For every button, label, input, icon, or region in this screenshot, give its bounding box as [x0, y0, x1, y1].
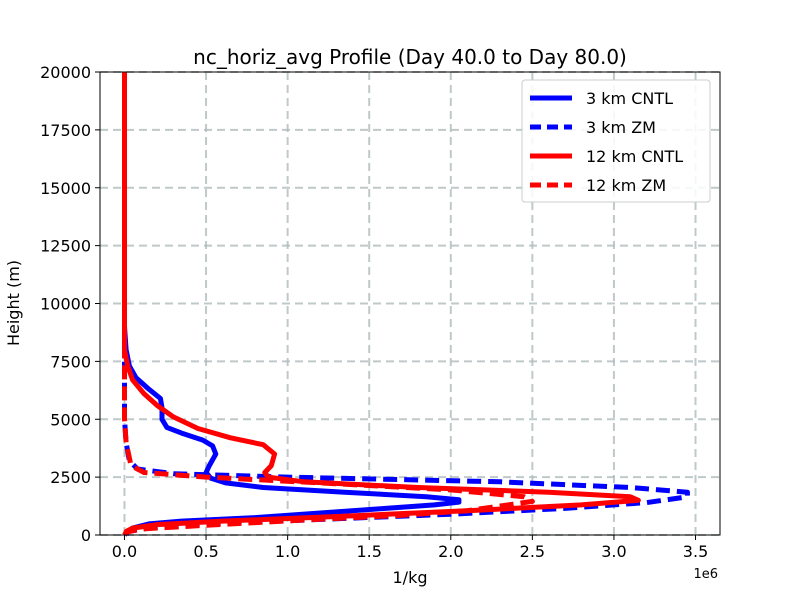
y-axis-label: Height (m) — [4, 260, 23, 346]
x-tick-label: 1.0 — [275, 542, 300, 561]
legend-box — [521, 79, 711, 203]
legend-entry: 12 km CNTL — [586, 147, 683, 166]
y-tick-label: 12500 — [40, 237, 91, 256]
y-tick-label: 0 — [81, 526, 91, 545]
x-tick-label: 2.0 — [438, 542, 463, 561]
y-tick-label: 2500 — [50, 468, 91, 487]
series-layer — [122, 72, 690, 537]
y-tick-label: 10000 — [40, 295, 91, 314]
legend: 3 km CNTL 3 km ZM 12 km CNTL 12 km ZM — [521, 79, 711, 203]
x-axis-ticks: 0.0 0.5 1.0 1.5 2.0 2.5 3.0 3.5 — [112, 535, 708, 561]
y-tick-label: 5000 — [50, 410, 91, 429]
y-axis-ticks: 0 2500 5000 7500 10000 12500 15000 17500 20000 — [40, 63, 100, 545]
chart-title: nc_horiz_avg Profile (Day 40.0 to Day 80… — [193, 45, 627, 69]
y-tick-label: 17500 — [40, 121, 91, 140]
x-tick-label: 0.0 — [112, 542, 137, 561]
x-tick-label: 1.5 — [356, 542, 381, 561]
x-tick-label: 0.5 — [193, 542, 218, 561]
legend-entry: 3 km CNTL — [586, 89, 673, 108]
y-tick-label: 7500 — [50, 352, 91, 371]
series-line-3-km-cntl — [122, 72, 462, 537]
y-tick-label: 20000 — [40, 63, 91, 82]
x-tick-label: 3.5 — [683, 542, 708, 561]
y-tick-label: 15000 — [40, 179, 91, 198]
legend-entry: 3 km ZM — [586, 118, 656, 137]
series-line-12-km-cntl — [122, 72, 641, 535]
x-tick-label: 2.5 — [520, 542, 545, 561]
x-tick-label: 3.0 — [601, 542, 626, 561]
x-axis-label: 1/kg — [393, 568, 428, 587]
x-offset-label: 1e6 — [693, 567, 718, 582]
legend-entry: 12 km ZM — [586, 176, 666, 195]
series-line-12-km-zm — [122, 72, 535, 537]
